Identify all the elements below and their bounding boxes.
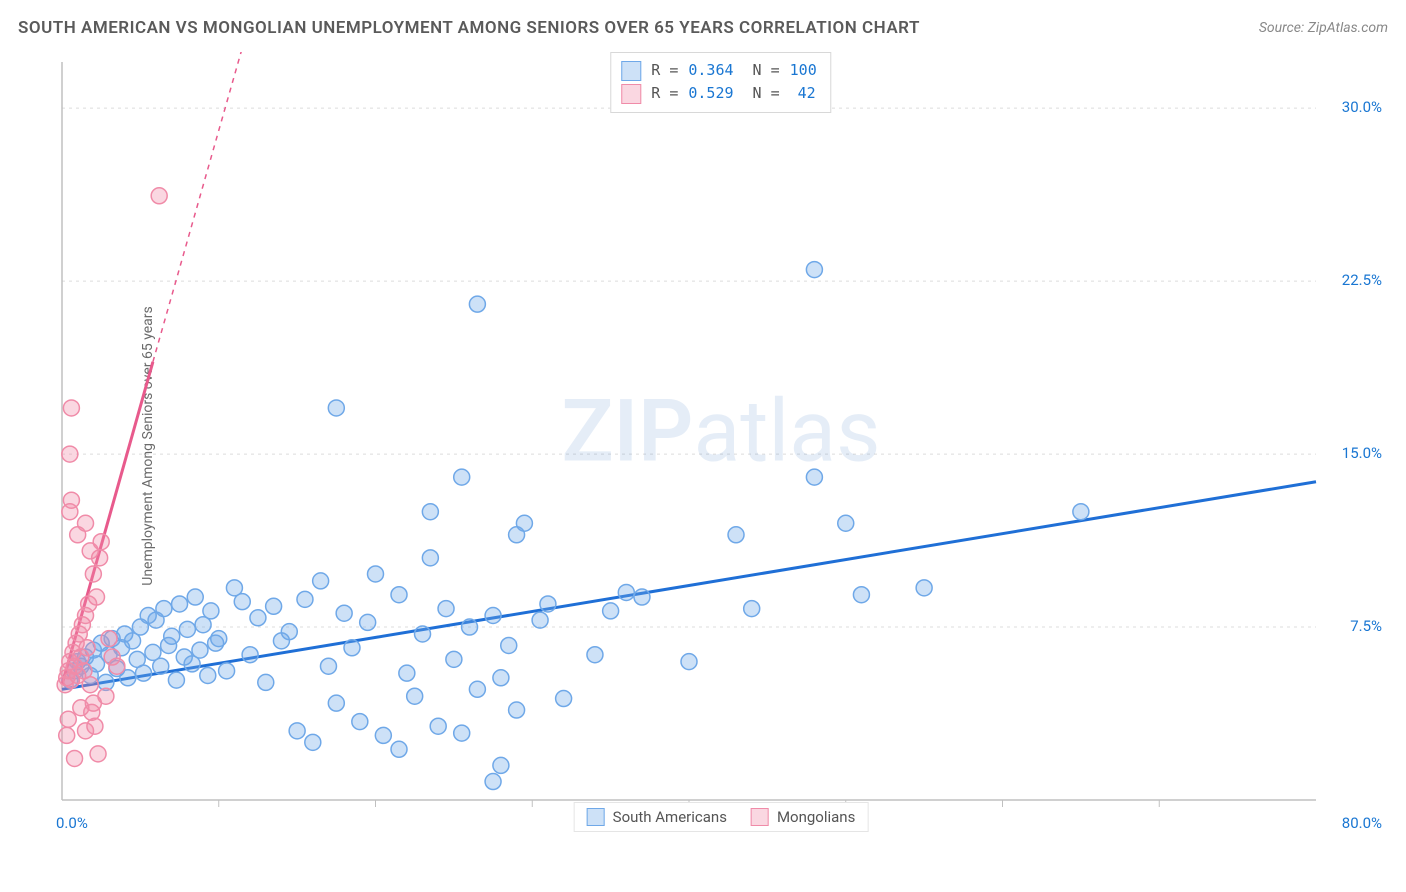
scatter-plot [56, 52, 1386, 842]
chart-source: Source: ZipAtlas.com [1259, 20, 1388, 36]
y-tick-label: 30.0% [1342, 98, 1382, 116]
correlation-legend: R = 0.364 N = 100 R = 0.529 N = 42 [610, 52, 831, 113]
chart-header: SOUTH AMERICAN VS MONGOLIAN UNEMPLOYMENT… [18, 18, 1388, 38]
legend-row-south-american: R = 0.364 N = 100 [621, 59, 816, 82]
y-tick-label: 7.5% [1350, 617, 1382, 635]
series-legend: South Americans Mongolians [574, 802, 869, 832]
legend-swatch-south-american [621, 61, 641, 81]
legend-swatch-icon [751, 808, 769, 826]
x-axis-min-label: 0.0% [56, 814, 88, 832]
chart-title: SOUTH AMERICAN VS MONGOLIAN UNEMPLOYMENT… [18, 18, 920, 38]
legend-row-mongolian: R = 0.529 N = 42 [621, 82, 816, 105]
chart-container: ZIPatlas R = 0.364 N = 100 R = 0.529 N =… [56, 52, 1386, 842]
legend-item-south-american: South Americans [587, 808, 727, 826]
y-tick-label: 22.5% [1342, 271, 1382, 289]
legend-swatch-icon [587, 808, 605, 826]
legend-item-mongolian: Mongolians [751, 808, 855, 826]
legend-swatch-mongolian [621, 84, 641, 104]
y-tick-label: 15.0% [1342, 444, 1382, 462]
x-axis-max-label: 80.0% [1342, 814, 1382, 832]
